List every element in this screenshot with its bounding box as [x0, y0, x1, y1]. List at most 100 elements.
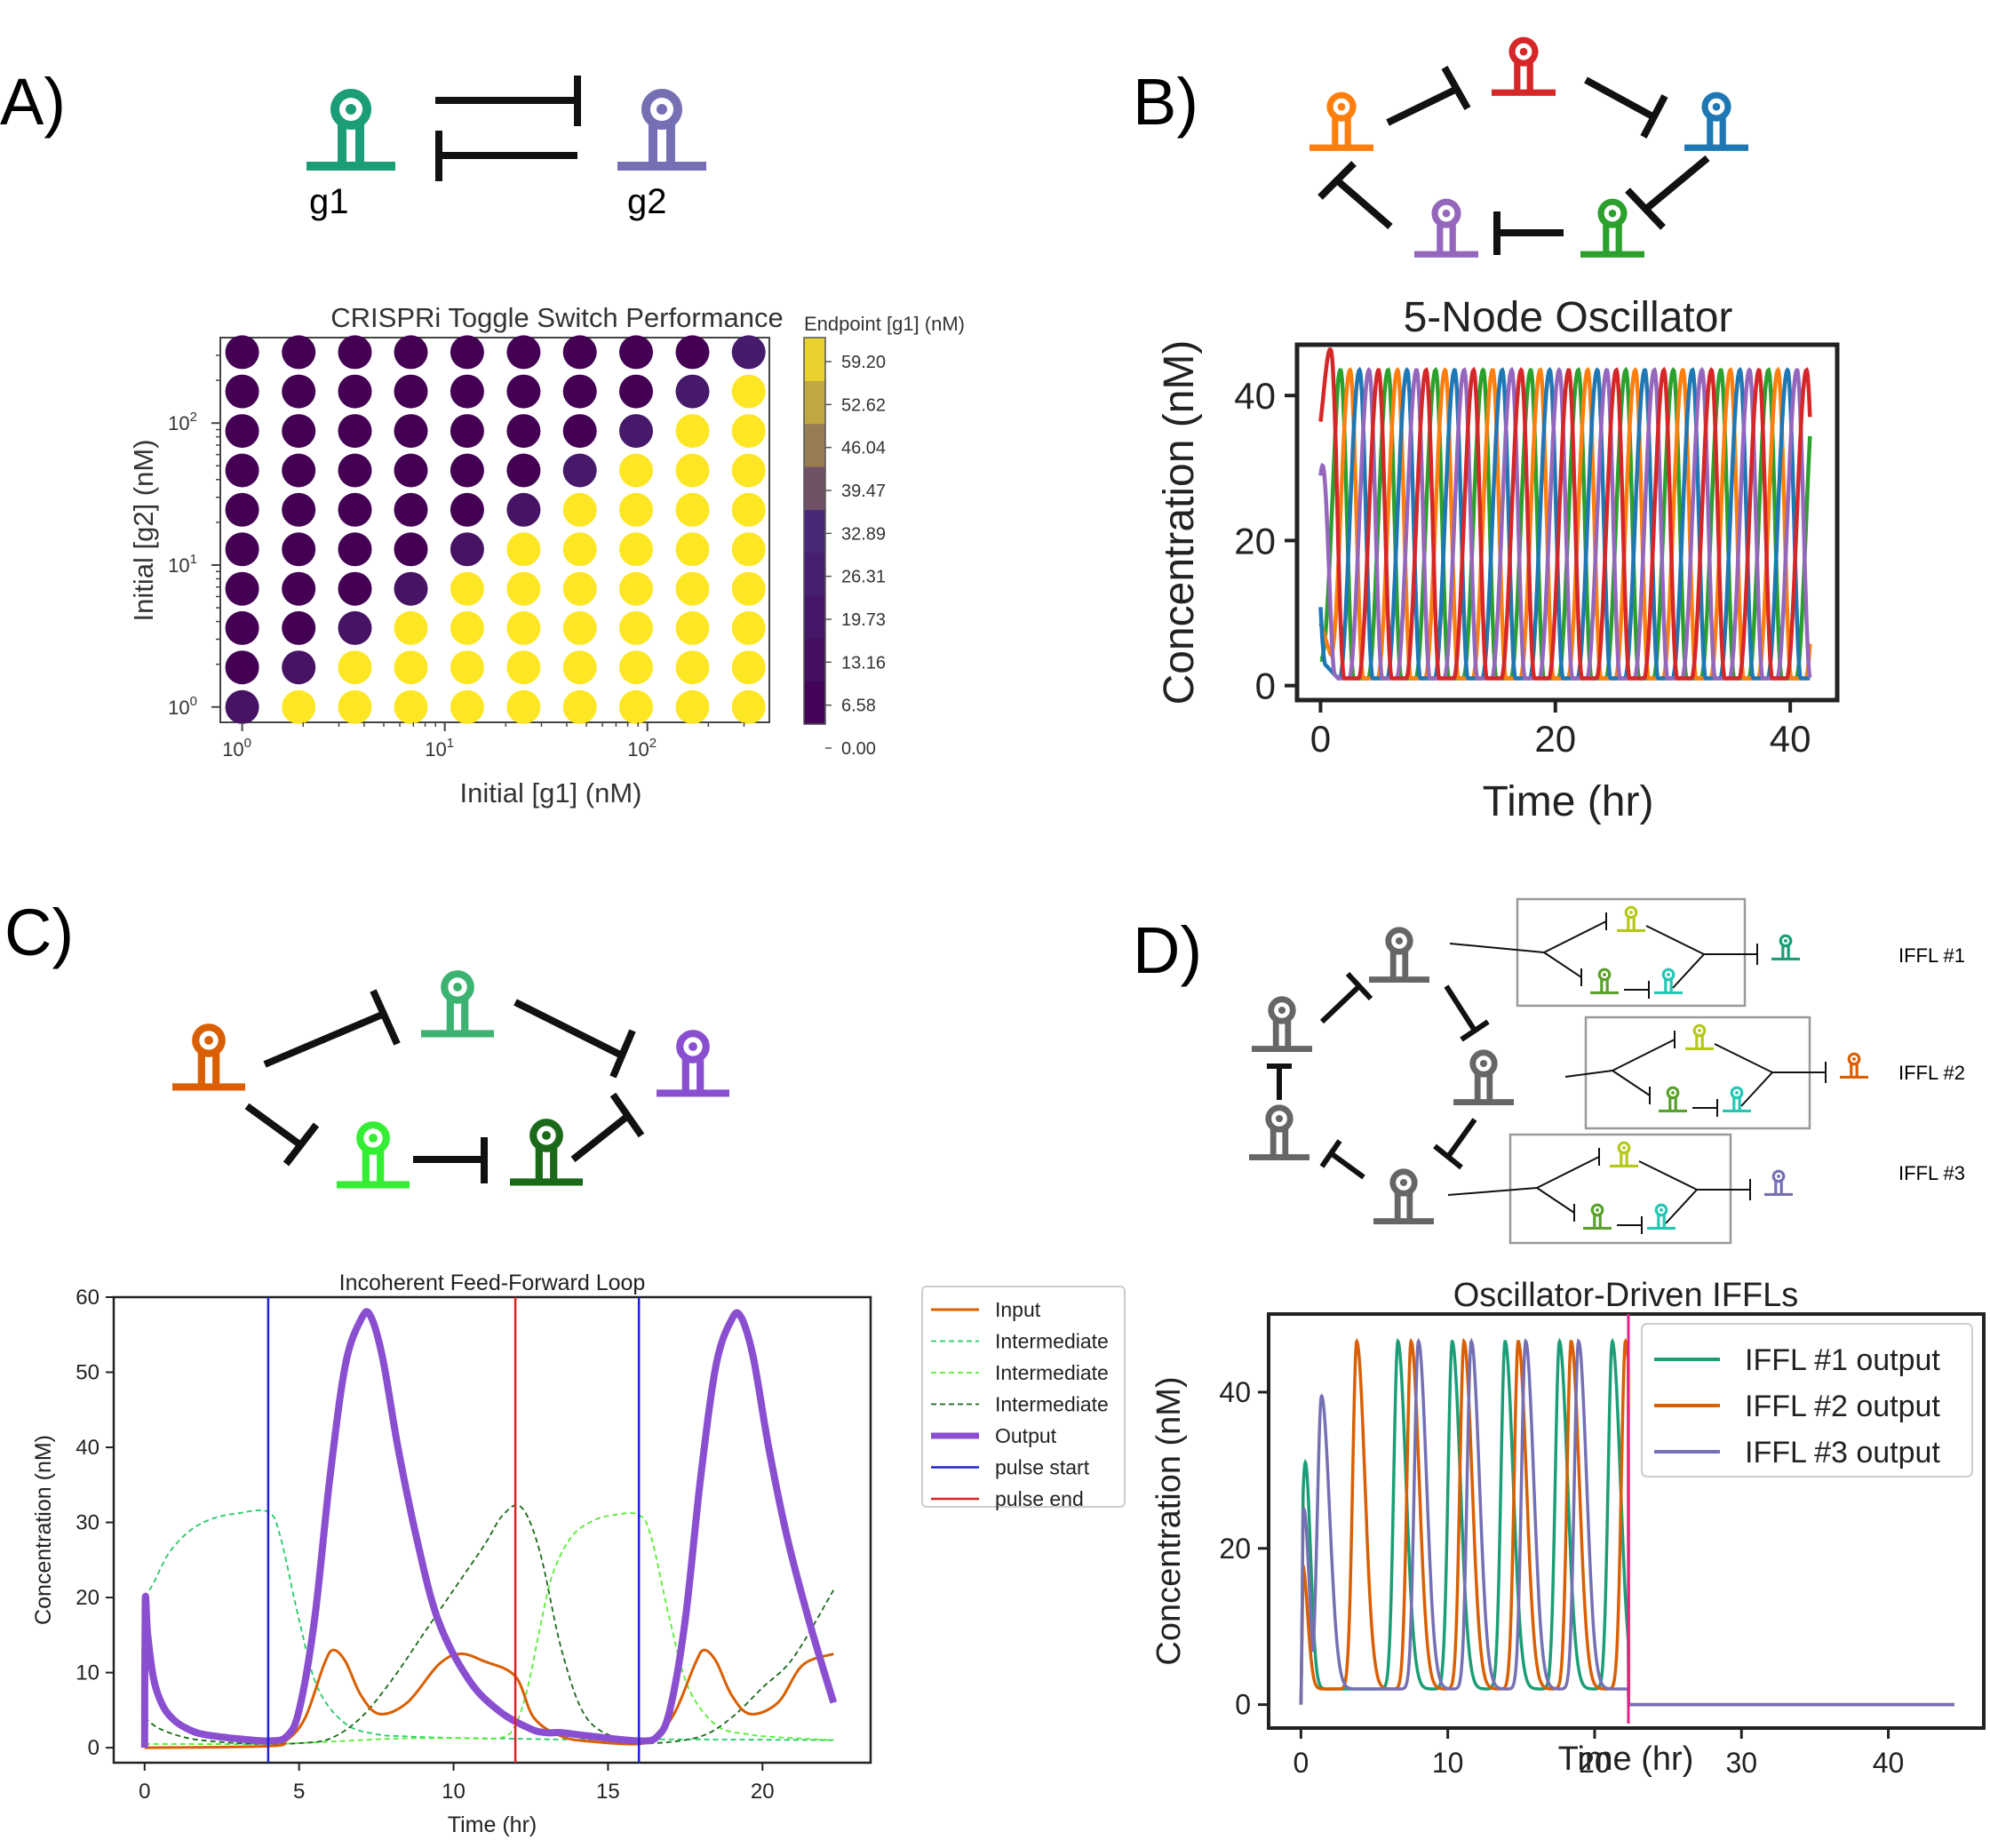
colorbar-frame: [803, 337, 826, 725]
colorbar-tick-label: 26.31: [841, 568, 886, 587]
chart-a-point: [675, 453, 710, 488]
colorbar-tick-label: 19.73: [841, 610, 886, 630]
chart-a-point: [225, 532, 259, 567]
chart-a-point: [394, 610, 428, 645]
chart-c-legend-label: Intermediate: [995, 1361, 1109, 1384]
chart-a-point: [506, 492, 541, 527]
iffl-3-label: IFFL #3: [1898, 1162, 1965, 1184]
chart-a-point: [338, 453, 372, 488]
chart-a-xtick-label: 100: [222, 736, 251, 761]
chart-a-point: [225, 650, 259, 685]
chart-a-point: [562, 689, 597, 724]
chart-c-xtick-label: 5: [293, 1780, 305, 1804]
chart-a-point: [225, 453, 259, 488]
chart-d-legend: IFFL #1 output IFFL #2 output IFFL #3 outp…: [1641, 1323, 1973, 1478]
node-4-guide-icon: [1580, 202, 1644, 254]
node-1-guide-icon: [1309, 95, 1373, 147]
chart-a-ylabel: Initial [g2] (nM): [128, 439, 159, 621]
chart-c-legend-label: Intermediate: [995, 1393, 1109, 1416]
chart-c-ytick-label: 40: [76, 1436, 100, 1460]
chart-a-point: [562, 650, 597, 685]
chart-c-ylabel: Concentration (nM): [31, 1435, 56, 1625]
chart-a-point: [394, 650, 428, 685]
osc-node-2-guide-icon: [1453, 1053, 1514, 1103]
bottom-left-intermediate-guide-icon: [337, 1125, 410, 1184]
chart-a-point: [619, 689, 653, 724]
chart-a-point: [562, 492, 597, 527]
chart-a-point: [338, 610, 372, 645]
colorbar-band: [804, 338, 825, 381]
chart-c-legend-label: Output: [995, 1424, 1057, 1447]
chart-a-point: [450, 453, 484, 488]
chart-a-point: [282, 453, 316, 488]
iffl-2-module: [1564, 1016, 1870, 1130]
chart-d-ytick-label: 0: [1235, 1689, 1251, 1721]
chart-b-ytick-label: 20: [1234, 520, 1276, 562]
chart-a-point: [675, 571, 710, 606]
osc-node-guide-icons: [1249, 930, 1514, 1222]
colorbar-band: [804, 638, 825, 682]
chart-a-point: [619, 414, 653, 449]
osc-node-3-guide-icon: [1373, 1172, 1434, 1222]
colorbar-title: Endpoint [g1] (nM): [804, 313, 965, 335]
chart-c-xtick-label: 15: [596, 1780, 620, 1804]
g1-label: g1: [309, 182, 349, 221]
chart-a-point: [338, 689, 372, 724]
chart-a-point: [619, 453, 653, 488]
chart-a-point: [225, 689, 259, 724]
repression-arrows: [435, 76, 581, 181]
chart-a-point: [506, 374, 541, 409]
oscillator-driven-iffl-diagram: IFFL #1 IFFL #2 IFFL #3: [1249, 897, 1965, 1245]
chart-a-point: [394, 532, 428, 567]
iffl-3-guide-4-icon: [1763, 1169, 1795, 1197]
chart-a-point: [731, 492, 766, 527]
chart-d-legend-label: IFFL #3 output: [1745, 1436, 1940, 1470]
chart-c-ytick-label: 20: [76, 1586, 100, 1610]
colorbar-tick-label: 46.04: [841, 439, 886, 458]
chart-a-point: [225, 571, 259, 606]
chart-b-frame: [1294, 342, 1840, 703]
colorbar-tick-label: 6.58: [841, 697, 876, 716]
panel-c-letter: C): [4, 896, 74, 969]
chart-a-point: [731, 335, 766, 370]
chart-c-xtick-label: 10: [442, 1780, 466, 1804]
chart-a-point: [619, 610, 653, 645]
chart-b-ytick-label: 0: [1255, 665, 1276, 707]
chart-a-point: [394, 414, 428, 449]
chart-a-point: [506, 689, 541, 724]
oscillator-diagram: [1309, 40, 1748, 255]
chart-a-point: [394, 374, 428, 409]
colorbar-band: [804, 509, 825, 554]
chart-a-point: [225, 492, 259, 527]
g1-guide-icon: [306, 93, 395, 166]
chart-c-series-intermediate: [144, 1512, 834, 1745]
colorbar-band: [804, 466, 825, 510]
chart-a-point: [675, 414, 710, 449]
chart-a-point: [506, 610, 541, 645]
chart-d-legend-box: [1641, 1323, 1973, 1478]
chart-a-point: [731, 650, 766, 685]
chart-b-xtick-label: 40: [1770, 718, 1811, 760]
chart-a-point: [619, 650, 653, 685]
chart-a-point: [731, 414, 766, 449]
node-5-guide-icon: [1414, 202, 1478, 254]
chart-a-point: [450, 610, 484, 645]
iffl-3-guide-1-icon: [1608, 1141, 1640, 1168]
chart-d-legend-label: IFFL #2 output: [1745, 1390, 1940, 1423]
iffl-3-module: [1447, 1133, 1795, 1245]
iffl-1-module: [1449, 897, 1802, 1008]
chart-a-point: [450, 414, 484, 449]
chart-a-ytick-label: 101: [168, 552, 197, 577]
iffl-1-guide-4-icon: [1770, 934, 1802, 961]
chart-a-point: [225, 335, 259, 370]
osc-repression-arrows: [1267, 971, 1490, 1180]
chart-a-point: [394, 492, 428, 527]
oscillator-iffl-chart: Oscillator-Driven IFFLs Time (hr) Concen…: [1150, 1277, 1986, 1779]
chart-a-point: [675, 689, 710, 724]
chart-a-point: [506, 650, 541, 685]
iffl-1-input-line: [1449, 943, 1545, 953]
iffl-2-bottom-arrow: [1612, 1070, 1651, 1104]
chart-d-legend-label: IFFL #1 output: [1745, 1343, 1940, 1377]
chart-d-ytick-label: 20: [1219, 1533, 1251, 1565]
chart-a-point: [282, 492, 316, 527]
